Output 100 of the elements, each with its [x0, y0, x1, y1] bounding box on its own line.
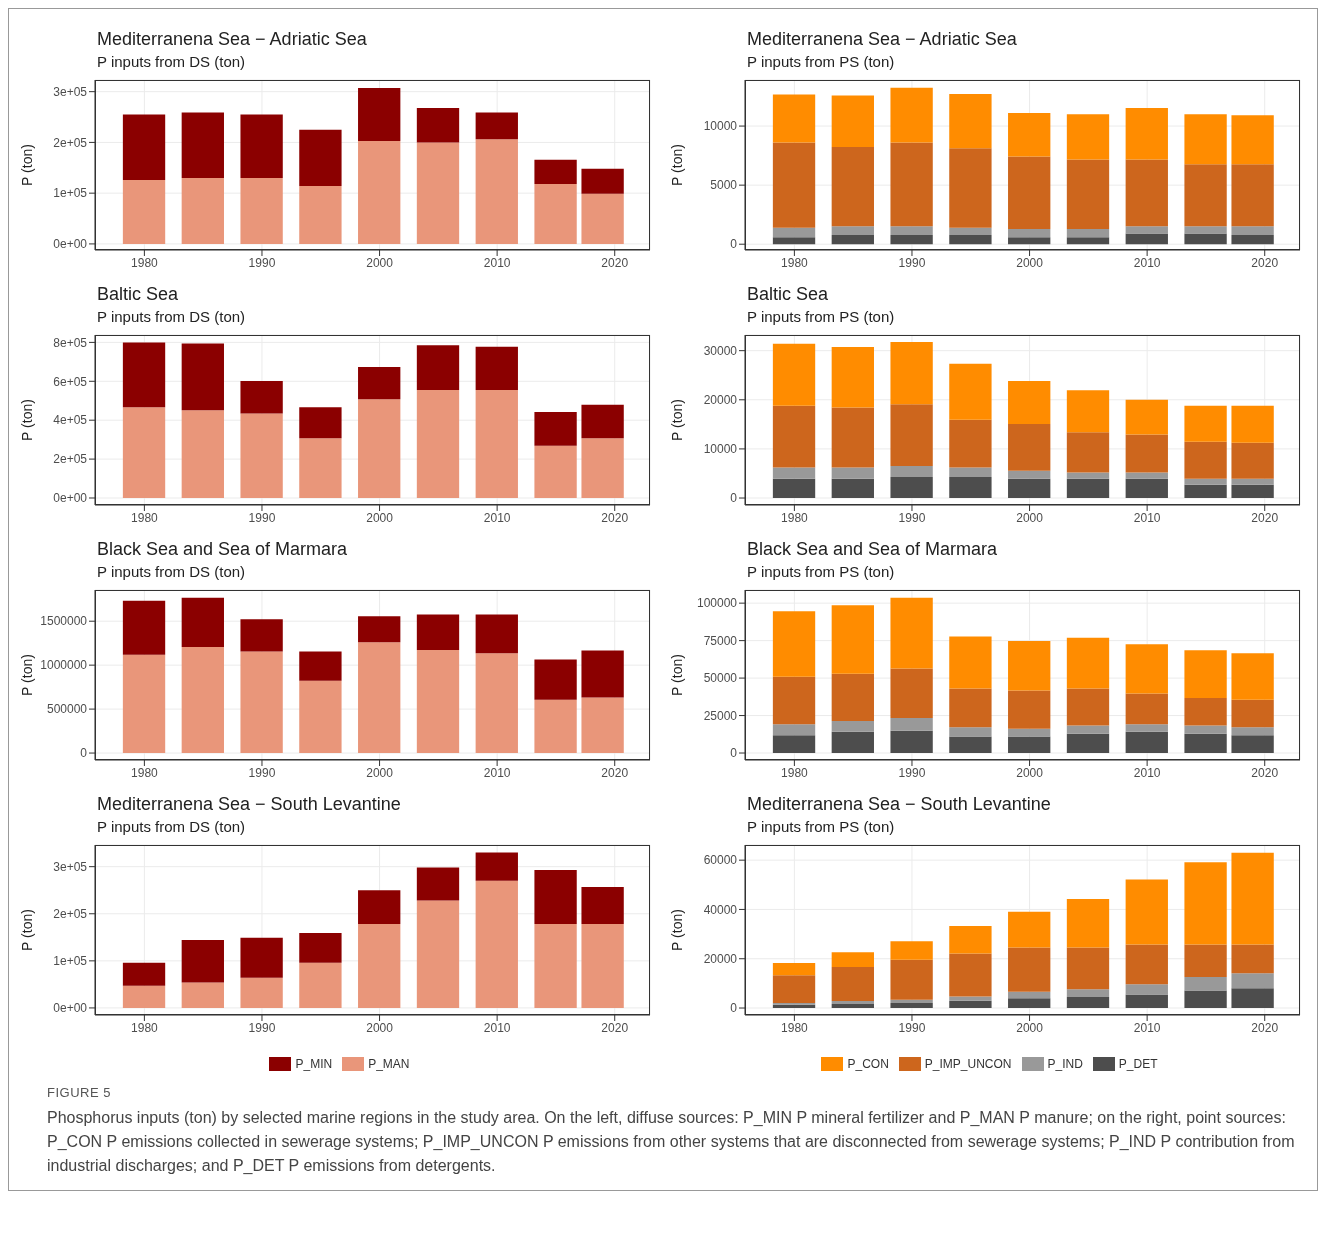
bar [1231, 478, 1274, 485]
bar [1231, 164, 1274, 227]
x-tick-label: 1980 [131, 1020, 159, 1035]
bar [1008, 736, 1051, 754]
bar [181, 982, 224, 1008]
bar [1066, 899, 1110, 948]
bar [1231, 484, 1274, 499]
bar [1008, 991, 1051, 999]
chart-subtitle: P inputs from DS (ton) [97, 563, 247, 580]
chart-title: Mediterranena Sea − South Levantine [747, 794, 1052, 815]
bar [1125, 434, 1168, 473]
x-tick-label: 2020 [1251, 510, 1279, 525]
y-tick-label: 0e+00 [53, 237, 88, 252]
bar [358, 140, 401, 244]
bar [890, 404, 933, 466]
bar [1066, 390, 1110, 433]
bar [772, 343, 816, 406]
bar [299, 186, 342, 244]
x-tick-label: 1990 [898, 1020, 926, 1035]
bar [1184, 733, 1227, 754]
chart-title: Mediterranena Sea − Adriatic Sea [747, 29, 1018, 50]
caption: FIGURE 5 [47, 1085, 112, 1100]
bar [1066, 478, 1110, 499]
chart-subtitle: P inputs from DS (ton) [97, 818, 247, 835]
bar [1008, 237, 1051, 245]
bar [949, 467, 992, 478]
bar [772, 142, 816, 228]
bar [1184, 226, 1227, 234]
y-tick-label: 75000 [703, 633, 738, 648]
bar [1231, 973, 1274, 989]
bar [772, 975, 816, 1004]
x-tick-label: 2010 [483, 1020, 511, 1035]
bar [831, 720, 874, 732]
y-tick-label: 20000 [703, 952, 738, 966]
y-tick-label: 1e+05 [53, 954, 88, 969]
y-tick-label: 2e+05 [53, 135, 88, 150]
y-axis-title: P (ton) [668, 654, 685, 696]
bar [890, 1003, 933, 1009]
bar [1008, 112, 1051, 157]
y-tick-label: 2e+05 [53, 452, 88, 467]
text: Phosphorus inputs (ton) by selected marine regions in the study area. On the left, diffuse sources: P_MIN P mineral fertilizer and P_MAN P manure; on the right, point sources: P_CON P emissions collected in sewerage systems; P_IMP_UNCON P emissions from other systems that are disconnected from sewerage systems; P_IND P contribution from industrial discharges; and P_DET P emissions from detergents. [47, 1108, 1296, 1176]
bar [1066, 947, 1110, 990]
bar [1125, 478, 1168, 499]
bar [890, 341, 933, 405]
bar [240, 413, 283, 498]
x-tick-label: 2020 [601, 255, 629, 270]
bar [949, 727, 992, 737]
bar [1066, 432, 1110, 473]
x-tick-label: 1990 [898, 765, 926, 780]
bar [1125, 731, 1168, 754]
bar [475, 112, 518, 140]
bar [299, 680, 342, 754]
y-tick-label: 0 [80, 746, 88, 761]
bar [1066, 688, 1110, 726]
bar [1231, 944, 1274, 974]
chart-subtitle: P inputs from PS (ton) [747, 563, 896, 580]
bar [772, 611, 816, 677]
bar [1125, 644, 1168, 694]
bar [831, 346, 874, 408]
bar [1125, 108, 1168, 160]
bar [122, 342, 166, 408]
bar [1066, 989, 1110, 997]
bar [1066, 472, 1110, 479]
bar [1184, 725, 1227, 734]
bar [358, 616, 401, 643]
bar [890, 941, 933, 960]
bar [949, 996, 992, 1001]
bar [890, 235, 933, 245]
bar [949, 688, 992, 728]
bar [534, 184, 577, 244]
bar [1231, 226, 1274, 236]
bar [772, 478, 816, 499]
bar [1184, 233, 1227, 245]
bar [890, 959, 933, 1000]
bar [475, 653, 518, 754]
bar [1008, 470, 1051, 479]
x-tick-label: 2010 [1133, 510, 1161, 525]
y-tick-label: 1500000 [40, 614, 88, 629]
bar [949, 636, 992, 689]
y-tick-label: 500000 [46, 702, 88, 717]
chart-title: Black Sea and Sea of Marmara [97, 539, 349, 560]
bar [240, 977, 283, 1008]
x-tick-label: 2010 [483, 765, 511, 780]
y-tick-label: 10000 [703, 119, 738, 134]
chart-title: Mediterranena Sea − South Levantine [97, 794, 402, 815]
y-tick-label: 5000 [710, 178, 738, 193]
bar [181, 410, 224, 498]
bar [1125, 472, 1168, 479]
bar [181, 343, 224, 411]
x-tick-label: 2000 [1016, 255, 1044, 270]
bar [831, 147, 874, 227]
bar [122, 654, 166, 754]
x-tick-label: 2010 [483, 510, 511, 525]
bar [1184, 990, 1227, 1009]
bar [1184, 650, 1227, 698]
y-tick-label: 100000 [696, 596, 738, 611]
bar [358, 642, 401, 754]
bar [831, 1001, 874, 1004]
x-tick-label: 2020 [1251, 255, 1279, 270]
bar [1184, 164, 1227, 227]
